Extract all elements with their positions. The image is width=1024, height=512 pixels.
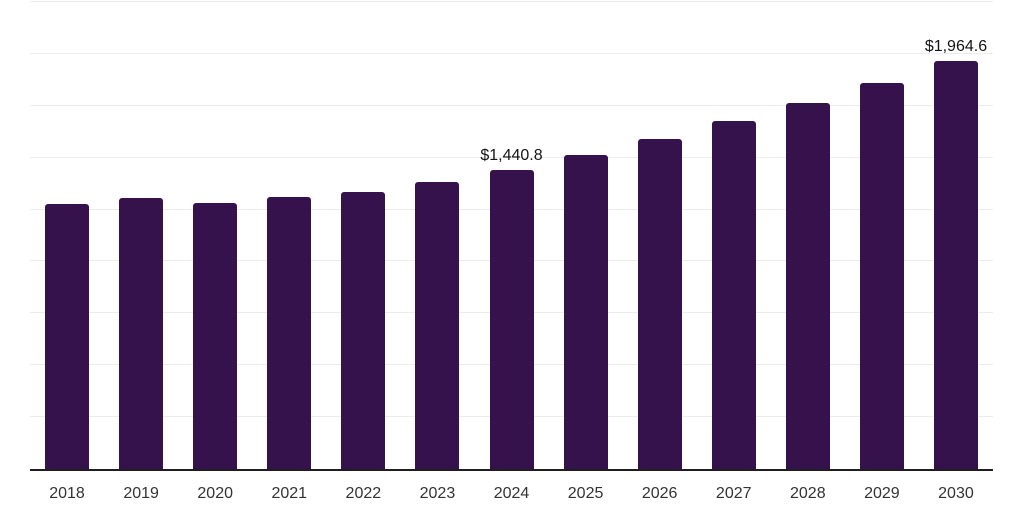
gridline — [30, 104, 993, 106]
x-tick-label-2024: 2024 — [493, 485, 530, 502]
bar-2030[interactable] — [933, 61, 978, 469]
bar-2021[interactable] — [267, 196, 312, 469]
x-tick-label-2025: 2025 — [567, 485, 604, 502]
x-tick-label-2030: 2030 — [938, 485, 974, 502]
bar-2024[interactable] — [489, 169, 534, 469]
x-tick-label-2028: 2028 — [790, 485, 826, 502]
x-tick-label-2021: 2021 — [271, 485, 308, 502]
bar-2028[interactable] — [785, 102, 830, 469]
x-tick-label-2022: 2022 — [345, 485, 382, 502]
bar-2022[interactable] — [341, 191, 386, 469]
x-tick-label-2023: 2023 — [419, 485, 456, 502]
bar-2026[interactable] — [637, 138, 682, 469]
x-tick-label-2020: 2020 — [197, 485, 233, 502]
x-tick-label-2018: 2018 — [49, 485, 85, 502]
bar-2019[interactable] — [119, 197, 164, 469]
gridline — [30, 156, 993, 158]
bar-2018[interactable] — [45, 203, 90, 469]
x-tick-label-2027: 2027 — [715, 485, 752, 502]
x-tick-label-2029: 2029 — [864, 485, 900, 502]
x-tick-label-2019: 2019 — [123, 485, 159, 502]
bar-2029[interactable] — [859, 82, 904, 469]
bar-value-label: $1,440.8 — [480, 146, 543, 164]
gridline — [30, 1, 993, 2]
plot-area: $1,440.8 $1,964.6 — [30, 1, 993, 471]
x-tick-label-2026: 2026 — [641, 485, 678, 502]
bar-2020[interactable] — [193, 202, 238, 469]
bar-2023[interactable] — [415, 181, 460, 469]
bar-2025[interactable] — [563, 154, 608, 469]
bar-2027[interactable] — [711, 120, 756, 469]
x-axis-line — [30, 469, 993, 471]
bar-value-label: $1,964.6 — [924, 38, 988, 56]
gridline — [30, 52, 993, 54]
